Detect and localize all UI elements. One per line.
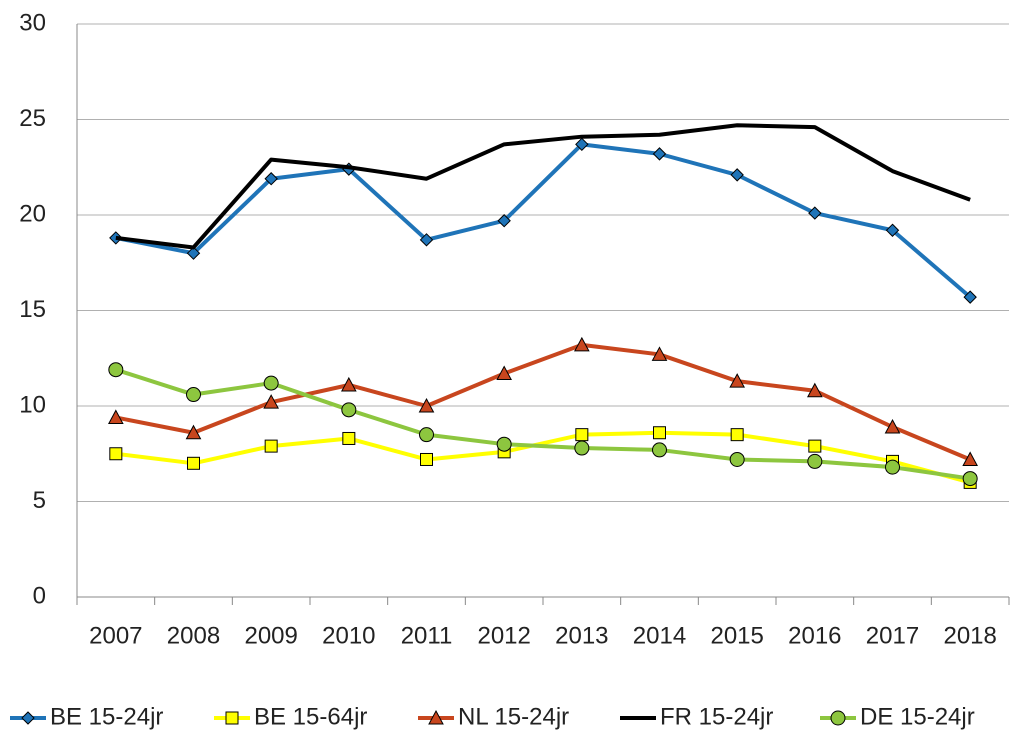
x-tick-label: 2010 xyxy=(322,622,375,649)
series-line xyxy=(115,430,971,485)
point xyxy=(263,375,279,391)
x-tick-label: 2016 xyxy=(788,622,841,649)
legend-label: BE 15-24jr xyxy=(50,703,163,730)
legend-marker xyxy=(21,711,35,725)
x-tick-label: 2017 xyxy=(866,622,919,649)
point xyxy=(807,453,823,469)
point xyxy=(185,424,202,440)
point xyxy=(962,451,979,466)
legend-label: DE 15-24jr xyxy=(860,703,975,730)
point xyxy=(420,452,433,466)
point xyxy=(884,418,901,434)
point xyxy=(264,439,278,453)
point xyxy=(340,376,357,392)
point xyxy=(574,440,590,456)
point xyxy=(885,459,900,475)
x-tick-label: 2018 xyxy=(943,622,996,649)
point xyxy=(653,426,666,440)
point xyxy=(109,447,123,461)
point xyxy=(652,147,667,161)
point xyxy=(730,168,744,182)
series-line xyxy=(115,342,971,462)
point xyxy=(651,346,668,361)
x-tick-label: 2011 xyxy=(401,622,453,649)
point xyxy=(962,471,978,487)
point xyxy=(108,362,124,378)
point xyxy=(418,397,435,413)
point xyxy=(496,365,513,381)
point xyxy=(496,436,512,452)
x-tick-label: 2012 xyxy=(477,622,530,649)
x-tick-label: 2009 xyxy=(244,622,297,649)
legend-marker xyxy=(428,709,444,725)
series-line xyxy=(115,123,971,250)
point xyxy=(419,233,434,247)
point xyxy=(575,137,589,152)
legend-marker xyxy=(830,710,846,726)
point xyxy=(729,451,745,467)
point xyxy=(263,394,280,409)
point xyxy=(885,223,900,237)
point xyxy=(575,428,589,442)
point xyxy=(573,336,590,352)
y-tick-label: 25 xyxy=(19,105,46,132)
point xyxy=(264,172,278,186)
point xyxy=(963,290,977,304)
point xyxy=(186,246,201,260)
point xyxy=(808,439,822,453)
series-line xyxy=(115,367,971,481)
point xyxy=(730,428,744,442)
x-tick-label: 2008 xyxy=(167,622,220,649)
legend-label: NL 15-24jr xyxy=(458,703,569,730)
x-tick-label: 2007 xyxy=(89,622,142,649)
x-tick-label: 2015 xyxy=(710,622,763,649)
point xyxy=(186,387,201,403)
point xyxy=(806,382,823,398)
y-tick-label: 5 xyxy=(33,487,46,514)
y-tick-label: 30 xyxy=(19,9,46,36)
x-tick-label: 2013 xyxy=(555,622,608,649)
legend-marker xyxy=(225,711,239,725)
y-tick-label: 20 xyxy=(19,200,46,227)
y-tick-label: 0 xyxy=(33,582,46,609)
point xyxy=(808,206,822,220)
series-line xyxy=(115,142,972,299)
point xyxy=(652,442,667,458)
point xyxy=(497,214,511,228)
legend-label: FR 15-24jr xyxy=(660,703,773,730)
legend-label: BE 15-64jr xyxy=(254,703,367,730)
point xyxy=(419,427,434,443)
point xyxy=(342,431,356,445)
point xyxy=(187,456,200,470)
y-tick-label: 15 xyxy=(19,296,46,323)
point xyxy=(107,409,124,424)
y-tick-label: 10 xyxy=(19,391,46,418)
point xyxy=(341,402,357,418)
point xyxy=(729,373,746,388)
x-tick-label: 2014 xyxy=(633,622,686,649)
